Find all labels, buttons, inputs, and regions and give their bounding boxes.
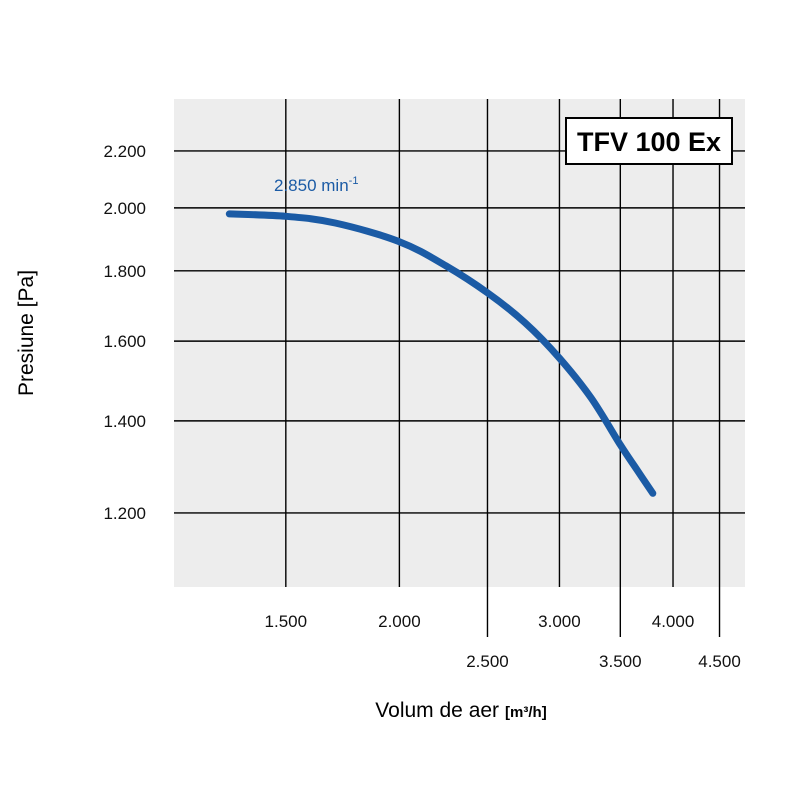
vertical-gridlines <box>285 99 721 637</box>
y-tick-label: 1.800 <box>103 262 146 281</box>
plot-area <box>174 99 745 587</box>
y-tick-labels: 1.200 1.400 1.600 1.800 2.000 2.200 <box>103 142 146 523</box>
y-tick-label: 2.200 <box>103 142 146 161</box>
series-label: 2.850 min-1 <box>274 175 358 195</box>
x-axis-unit: [m³/h] <box>505 704 547 721</box>
x-tick-label: 4.500 <box>698 652 741 671</box>
x-tick-label: 2.000 <box>378 612 421 631</box>
x-tick-label: 3.000 <box>538 612 581 631</box>
x-tick-labels: 1.500 2.000 2.500 3.000 3.500 4.000 4.500 <box>265 612 741 671</box>
y-tick-label: 1.600 <box>103 332 146 351</box>
series-label-text: 2.850 min <box>274 176 349 195</box>
y-axis-title: Presiune [Pa] <box>15 270 38 396</box>
y-tick-label: 2.000 <box>103 199 146 218</box>
y-tick-label: 1.400 <box>103 412 146 431</box>
x-tick-label: 1.500 <box>265 612 308 631</box>
series-line <box>225 210 657 497</box>
x-axis-title-text: Volum de aer <box>375 699 499 722</box>
x-tick-label: 3.500 <box>599 652 642 671</box>
x-tick-label: 4.000 <box>652 612 695 631</box>
x-tick-label: 2.500 <box>466 652 509 671</box>
series-label-superscript: -1 <box>349 175 359 187</box>
model-label-box <box>565 117 733 165</box>
x-axis-title: Volum de aer [m³/h] <box>375 699 546 722</box>
y-tick-label: 1.200 <box>103 504 146 523</box>
model-label: TFV 100 Ex <box>577 127 721 157</box>
